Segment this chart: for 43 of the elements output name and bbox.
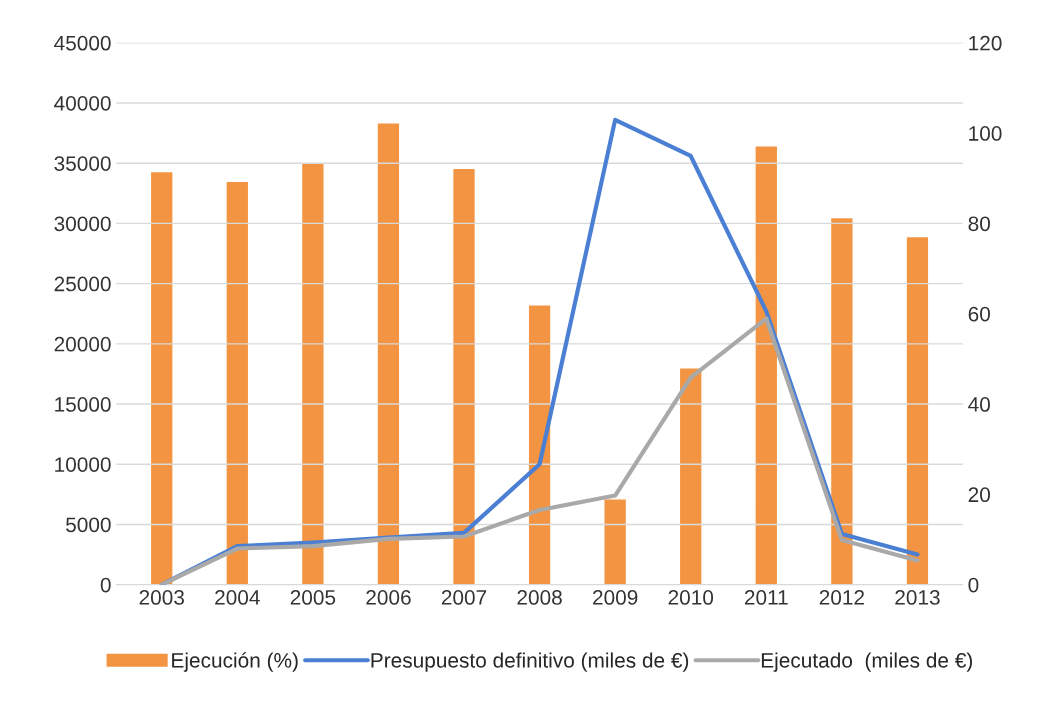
y-tick-label: 25000 — [54, 276, 111, 292]
x-tick-label: 2012 — [819, 590, 864, 605]
bar — [225, 180, 250, 585]
x-tick-label: 2003 — [139, 590, 184, 605]
y2-tick-label: 20 — [968, 487, 990, 503]
y-tick-label: 40000 — [54, 95, 111, 111]
y-tick-label: 10000 — [55, 457, 111, 472]
x-tick-label: 2009 — [593, 590, 638, 605]
x-tick-label: 2008 — [517, 590, 562, 605]
line-series — [159, 316, 920, 585]
bar — [678, 367, 703, 585]
y-tick-label: 45000 — [54, 35, 111, 51]
x-tick-label: 2013 — [895, 590, 940, 605]
bar — [603, 498, 628, 585]
y2-tick-label: 100 — [969, 126, 1002, 141]
bar — [300, 162, 325, 585]
bar — [149, 170, 174, 585]
x-tick-label: 2011 — [744, 590, 788, 605]
y-tick-label: 30000 — [54, 216, 111, 232]
bar — [527, 303, 552, 585]
y-tick-label: 15000 — [55, 397, 111, 412]
y2-tick-label: 0 — [968, 577, 979, 593]
bar — [905, 235, 930, 585]
y-tick-label: 5000 — [66, 517, 111, 533]
bar — [376, 122, 401, 585]
x-tick-label: 2010 — [668, 590, 714, 605]
y-tick-label: 0 — [100, 577, 111, 593]
bar — [451, 167, 477, 585]
y-tick-label: 35000 — [54, 156, 111, 171]
bar — [829, 216, 854, 585]
legend-label: Ejecución (%) — [172, 652, 298, 672]
x-tick-label: 2005 — [290, 590, 336, 605]
x-tick-label: 2006 — [366, 590, 411, 605]
y2-tick-label: 60 — [968, 306, 990, 322]
x-tick-label: 2007 — [441, 590, 487, 605]
bar — [754, 145, 779, 585]
legend-label: Presupuesto definitivo (miles de €) — [371, 652, 689, 672]
legend-label: Ejecutado (miles de €) — [761, 652, 972, 672]
y2-tick-label: 120 — [969, 35, 1002, 51]
y2-tick-label: 40 — [968, 397, 990, 412]
y-tick-label: 20000 — [54, 336, 111, 352]
y2-tick-label: 80 — [968, 216, 990, 232]
x-tick-label: 2004 — [215, 590, 260, 605]
